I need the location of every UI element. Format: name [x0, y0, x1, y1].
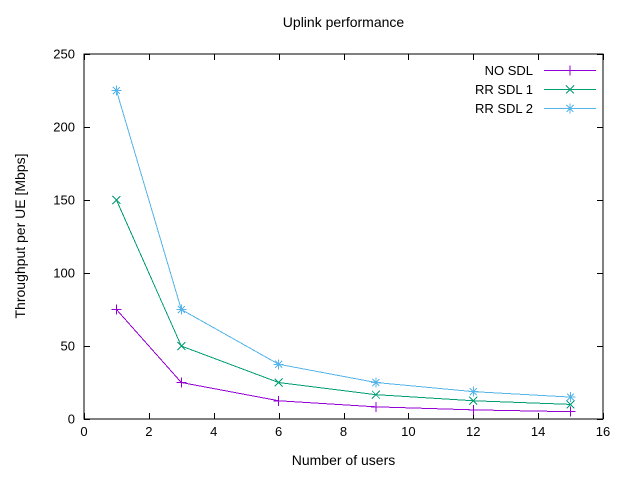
legend-item: RR SDL 1: [475, 80, 597, 99]
asterisk-marker: [565, 103, 575, 114]
x-tick-label: 6: [275, 424, 282, 439]
legend-sample: [544, 65, 596, 76]
y-tick-label: 200: [53, 120, 75, 135]
plus-marker: [565, 406, 576, 417]
x-tick-label: 8: [340, 424, 347, 439]
plus-marker: [565, 65, 575, 76]
y-tick-label: 150: [53, 193, 75, 208]
asterisk-marker: [370, 377, 381, 388]
x-tick-label: 16: [596, 424, 610, 439]
legend-sample: [544, 85, 596, 94]
plot-border: [83, 53, 604, 420]
legend-label: RR SDL 2: [474, 101, 533, 116]
x-tick-label: 0: [80, 424, 87, 439]
cross-marker: [371, 390, 381, 400]
plus-marker: [370, 401, 381, 412]
legend-sample: [544, 103, 596, 114]
plus-marker: [176, 377, 187, 388]
y-tick-label: 250: [53, 47, 75, 62]
cross-marker: [274, 378, 283, 387]
cross-marker: [566, 400, 575, 409]
x-axis-title: Number of users: [291, 452, 396, 468]
asterisk-marker: [565, 392, 576, 403]
plus-marker: [111, 304, 122, 315]
legend-item: NO SDL: [475, 61, 597, 80]
plus-marker: [273, 395, 284, 406]
series-line-no-sdl: [116, 309, 571, 413]
legend: NO SDL RR SDL 1 RR SDL 2: [475, 61, 597, 118]
legend-item: RR SDL 2: [475, 99, 597, 118]
x-tick-label: 2: [145, 424, 152, 439]
y-tick-label: 50: [61, 339, 75, 354]
asterisk-marker: [273, 359, 284, 370]
series-line-rr-sdl-1: [115, 199, 571, 405]
cross-marker: [565, 85, 575, 94]
x-tick-label: 10: [401, 424, 415, 439]
series-line-rr-sdl-2: [115, 90, 571, 398]
plus-marker: [468, 404, 479, 415]
y-tick-label: 0: [68, 412, 75, 427]
cross-marker: [468, 396, 478, 406]
cross-marker: [112, 195, 121, 205]
cross-marker: [176, 341, 186, 351]
legend-label: NO SDL: [484, 63, 533, 78]
asterisk-marker: [111, 85, 122, 96]
x-tick-label: 4: [210, 424, 217, 439]
legend-label: RR SDL 1: [474, 82, 533, 97]
y-tick-label: 100: [53, 266, 75, 281]
x-tick-label: 14: [531, 424, 545, 439]
chart-title: Uplink performance: [282, 14, 405, 30]
x-tick-label: 12: [466, 424, 480, 439]
asterisk-marker: [176, 304, 187, 315]
asterisk-marker: [468, 386, 479, 397]
